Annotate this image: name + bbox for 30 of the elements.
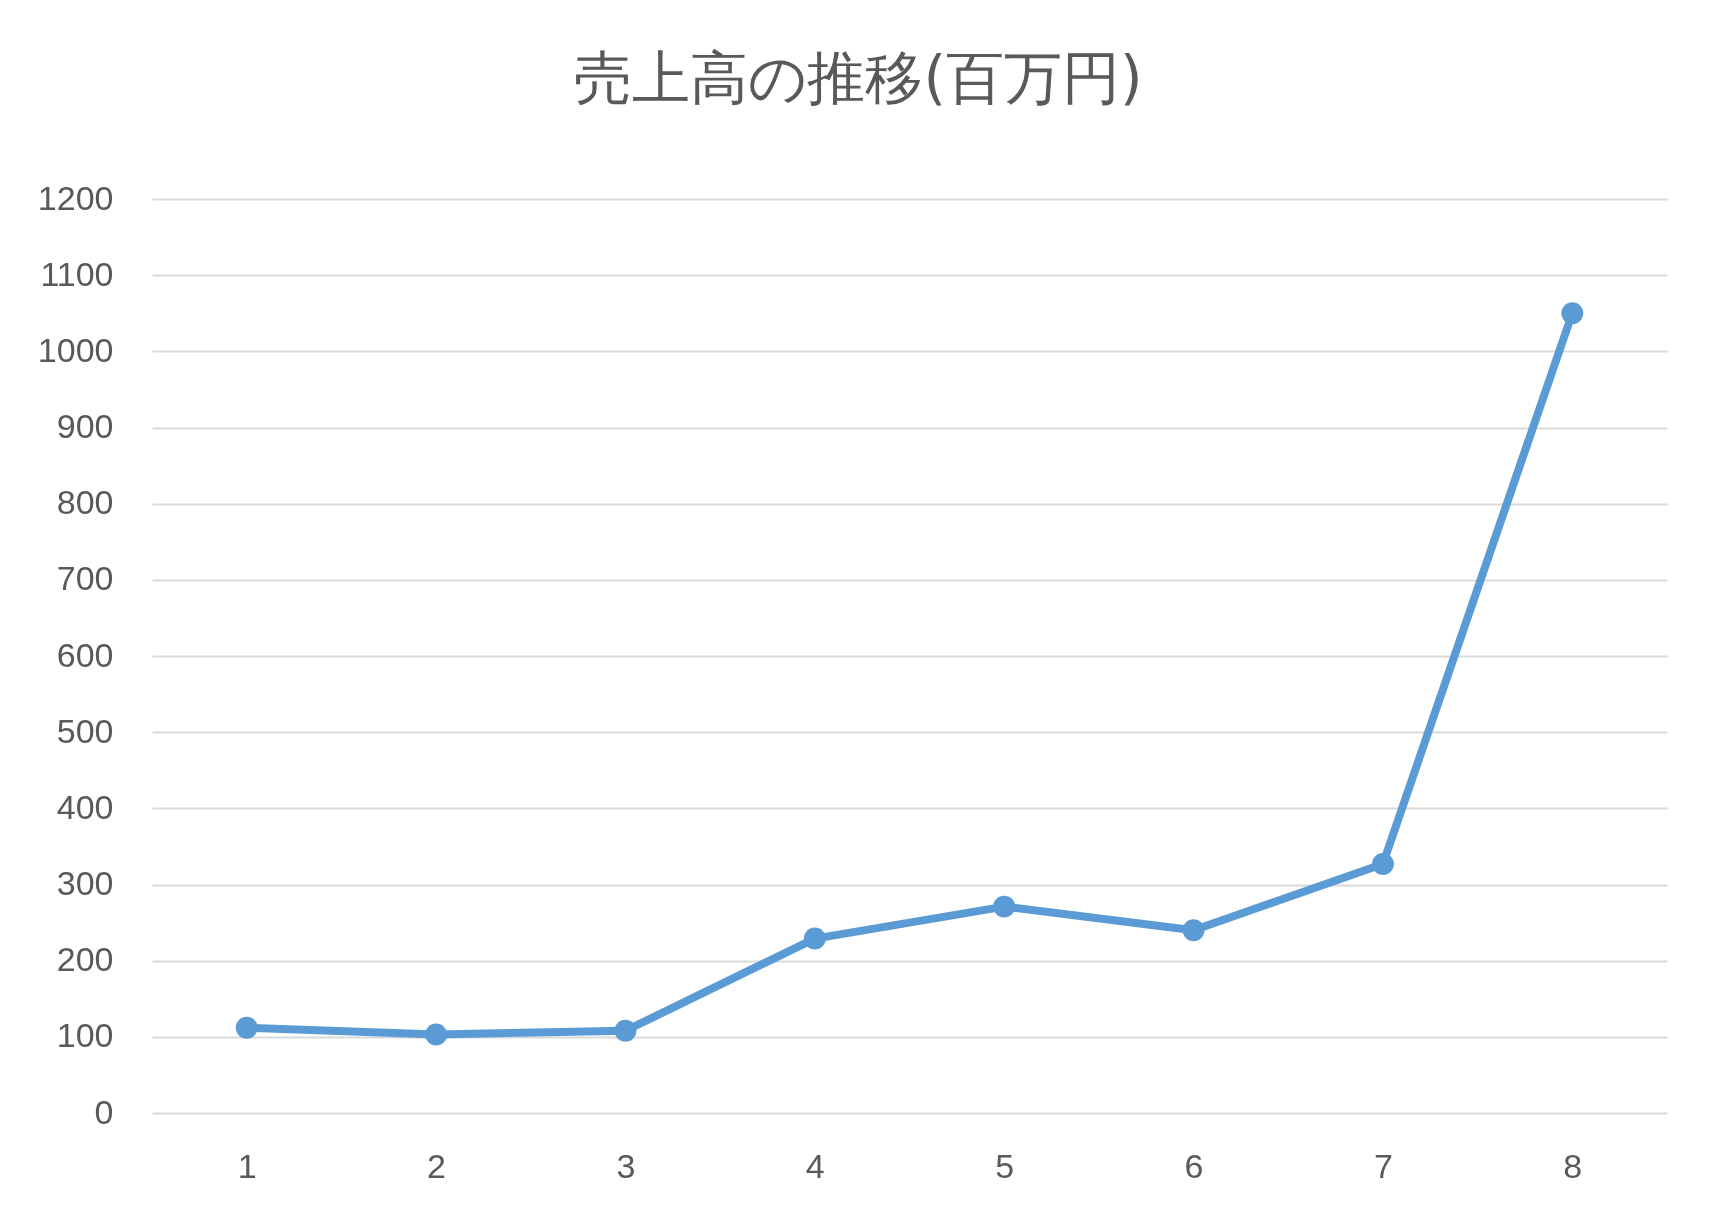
y-tick-label: 700 — [56, 559, 114, 598]
point — [1182, 919, 1205, 942]
x-tick-label: 2 — [427, 1146, 447, 1185]
point — [614, 1019, 637, 1042]
x-tick-label: 1 — [237, 1146, 257, 1185]
x-tick-label: 4 — [805, 1146, 825, 1185]
point — [1371, 853, 1394, 875]
y-tick-label: 100 — [56, 1016, 114, 1055]
chart-title: 売上高の推移(百万円) — [574, 44, 1143, 112]
x-tick-label: 3 — [616, 1146, 636, 1185]
y-tick-label: 1100 — [40, 254, 114, 293]
x-tick-label: 8 — [1563, 1146, 1583, 1185]
point — [1561, 302, 1584, 325]
y-tick-label: 200 — [56, 940, 114, 979]
y-tick-label: 300 — [56, 864, 114, 902]
y-tick-label: 0 — [94, 1092, 114, 1131]
point — [425, 1023, 448, 1046]
y-tick-label: 600 — [56, 635, 114, 674]
point — [993, 895, 1016, 918]
y-tick-label: 400 — [56, 787, 114, 826]
y-tick-label: 1000 — [37, 330, 114, 369]
x-tick-label: 6 — [1184, 1146, 1204, 1185]
x-tick-label: 5 — [995, 1146, 1015, 1185]
x-tick-label: 7 — [1373, 1146, 1393, 1185]
point — [235, 1016, 258, 1039]
y-tick-label: 900 — [56, 407, 114, 445]
point — [803, 927, 826, 950]
y-tick-label: 800 — [56, 483, 114, 522]
y-tick-label: 500 — [56, 711, 114, 750]
y-tick-label: 1200 — [37, 178, 114, 217]
